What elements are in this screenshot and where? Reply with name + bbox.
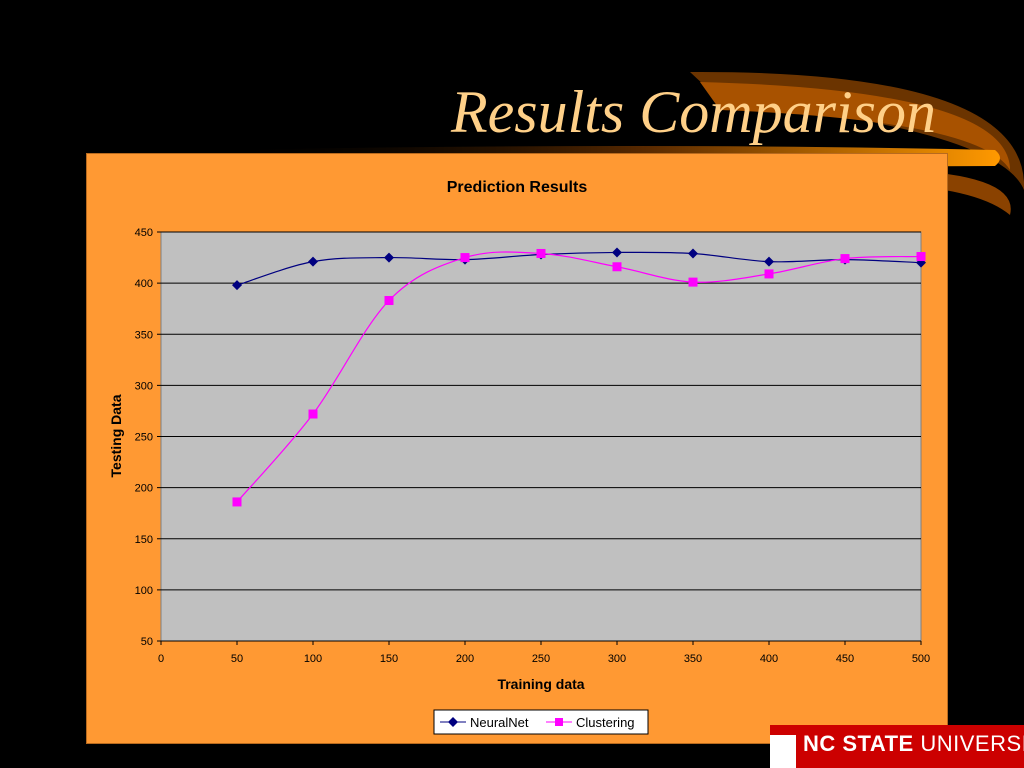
logo-text: NC STATE UNIVERSITY — [803, 731, 1024, 757]
logo-square — [770, 735, 796, 768]
legend-marker-clustering — [555, 718, 563, 726]
x-tick-label: 450 — [836, 653, 854, 665]
legend-label-clustering: Clustering — [576, 715, 635, 730]
point-neuralnet — [916, 257, 926, 268]
y-tick-label: 250 — [135, 432, 153, 444]
chart-svg: Prediction Results 50 100 150 200 250 300 350 4… — [108, 179, 930, 735]
y-axis-label: Testing Data — [108, 394, 124, 477]
x-tick-label: 300 — [608, 653, 626, 665]
y-tick-label: 50 — [141, 636, 153, 648]
x-tick-label: 0 — [158, 653, 164, 665]
logo-text-bold: NC STATE — [803, 731, 914, 756]
x-tick-label: 400 — [760, 653, 778, 665]
point-neuralnet — [688, 248, 698, 259]
point-clustering — [460, 253, 470, 263]
point-clustering — [916, 252, 926, 262]
x-tick-label: 200 — [456, 653, 474, 665]
point-neuralnet — [232, 280, 242, 291]
slide-title: Results Comparison — [450, 79, 936, 145]
legend-label-neuralnet: NeuralNet — [470, 715, 529, 730]
x-axis-label: Training data — [497, 676, 584, 692]
point-neuralnet — [308, 256, 318, 267]
y-tick-label: 100 — [135, 585, 153, 597]
x-tick-label: 150 — [380, 653, 398, 665]
x-tick-label: 500 — [912, 653, 930, 665]
x-tick-label: 350 — [684, 653, 702, 665]
logo-text-rest: UNIVERSITY — [920, 731, 1024, 756]
legend: NeuralNet Clustering — [433, 709, 649, 735]
point-neuralnet — [384, 252, 394, 263]
y-tick-label: 400 — [135, 278, 153, 290]
legend-marker-neuralnet — [448, 717, 458, 727]
point-neuralnet — [764, 256, 774, 267]
point-clustering — [764, 269, 774, 279]
chart-title: Prediction Results — [447, 179, 588, 196]
y-tick-label: 300 — [135, 380, 153, 392]
y-tick-label: 150 — [135, 534, 153, 546]
point-clustering — [840, 254, 850, 264]
series-line-clustering — [236, 251, 922, 503]
x-tick-label: 250 — [532, 653, 550, 665]
point-clustering — [688, 277, 698, 287]
legend-box — [433, 709, 649, 735]
series-line-neuralnet — [236, 251, 922, 286]
x-tick-label: 100 — [304, 653, 322, 665]
point-clustering — [232, 497, 242, 507]
y-tick-label: 350 — [135, 329, 153, 341]
point-neuralnet — [612, 247, 622, 258]
point-clustering — [536, 248, 546, 258]
x-tick-labels: 0 50 100 150 200 250 300 350 400 450 500 — [158, 653, 930, 665]
point-clustering — [384, 296, 394, 306]
university-logo: NC STATE UNIVERSITY — [770, 725, 1024, 768]
series-layer — [232, 247, 926, 507]
x-tick-label: 50 — [231, 653, 243, 665]
point-clustering — [308, 409, 318, 419]
y-tick-label: 450 — [135, 227, 153, 239]
point-clustering — [612, 262, 622, 272]
gridlines — [157, 231, 922, 645]
chart-area: Prediction Results 50 100 150 200 250 300 350 4… — [86, 153, 948, 744]
y-tick-label: 200 — [135, 483, 153, 495]
y-tick-labels: 50 100 150 200 250 300 350 400 450 — [135, 227, 153, 648]
